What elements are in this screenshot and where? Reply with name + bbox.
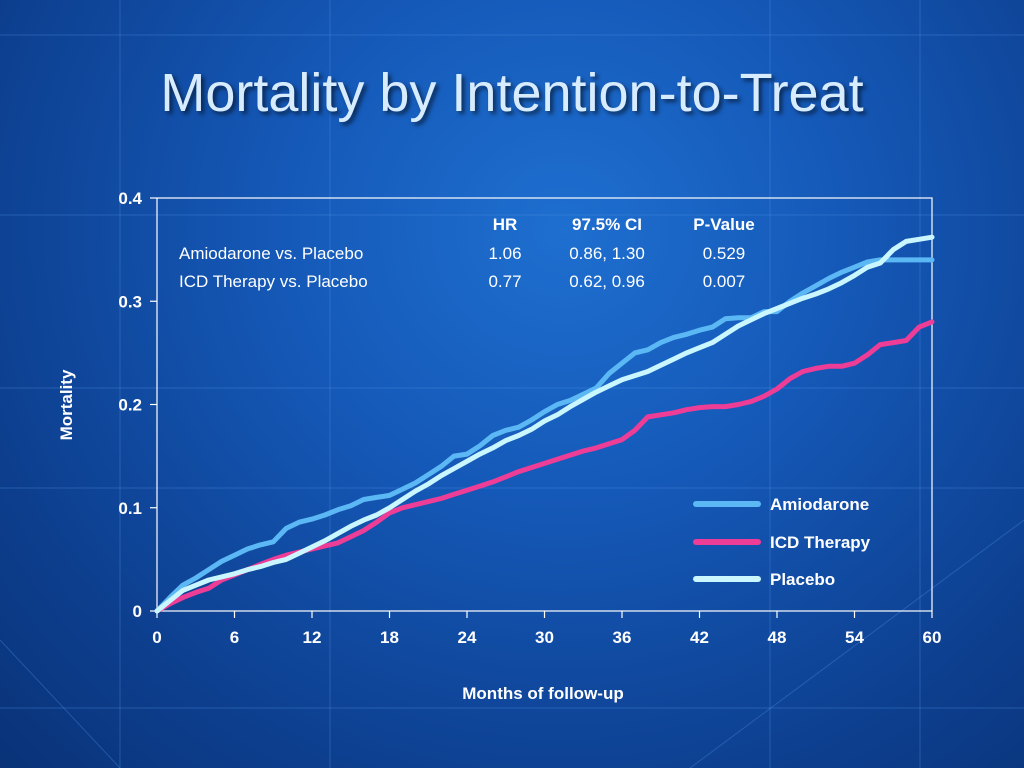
x-tick-label: 12 (303, 628, 322, 647)
table-row-label: Amiodarone vs. Placebo (179, 244, 363, 263)
series-line-placebo (154, 234, 935, 614)
x-tick-label: 24 (458, 628, 477, 647)
y-tick-label: 0.1 (118, 499, 142, 518)
x-tick-label: 54 (845, 628, 864, 647)
x-tick-label: 42 (690, 628, 709, 647)
legend-label-placebo: Placebo (770, 570, 835, 589)
table-cell-p: 0.007 (703, 272, 746, 291)
legend-label-icd-therapy: ICD Therapy (770, 533, 871, 552)
x-tick-label: 0 (152, 628, 161, 647)
table-cell-p: 0.529 (703, 244, 746, 263)
y-tick-label: 0.4 (118, 189, 142, 208)
y-tick-label: 0.3 (118, 292, 142, 311)
legend-label-amiodarone: Amiodarone (770, 495, 869, 514)
series-line-amiodarone (154, 257, 935, 614)
x-tick-label: 36 (613, 628, 632, 647)
table-header-hr: HR (493, 215, 518, 234)
y-tick-label: 0.2 (118, 396, 142, 415)
x-tick-label: 60 (923, 628, 942, 647)
chart-axes: 0 6 12 18 24 30 36 42 48 54 60 0 0.1 0.2 0.3 0.4 (118, 189, 941, 647)
x-tick-label: 6 (230, 628, 239, 647)
y-axis-label: Mortality (57, 369, 76, 440)
y-tick-label: 0 (133, 602, 142, 621)
table-cell-ci: 0.62, 0.96 (569, 272, 645, 291)
series-line-icd-therapy (154, 319, 935, 614)
x-tick-label: 30 (535, 628, 554, 647)
slide-title: Mortality by Intention-to-Treat (160, 63, 864, 123)
table-header-ci: 97.5% CI (572, 215, 642, 234)
stats-table: HR 97.5% CI P-Value Amiodarone vs. Place… (179, 215, 755, 291)
table-row-label: ICD Therapy vs. Placebo (179, 272, 368, 291)
x-tick-label: 48 (768, 628, 787, 647)
table-cell-ci: 0.86, 1.30 (569, 244, 645, 263)
table-cell-hr: 0.77 (488, 272, 521, 291)
table-cell-hr: 1.06 (488, 244, 521, 263)
x-tick-label: 18 (380, 628, 399, 647)
chart-legend: Amiodarone ICD Therapy Placebo (693, 495, 871, 589)
chart-series (154, 234, 935, 614)
table-header-p: P-Value (693, 215, 754, 234)
x-axis-label: Months of follow-up (462, 684, 623, 703)
